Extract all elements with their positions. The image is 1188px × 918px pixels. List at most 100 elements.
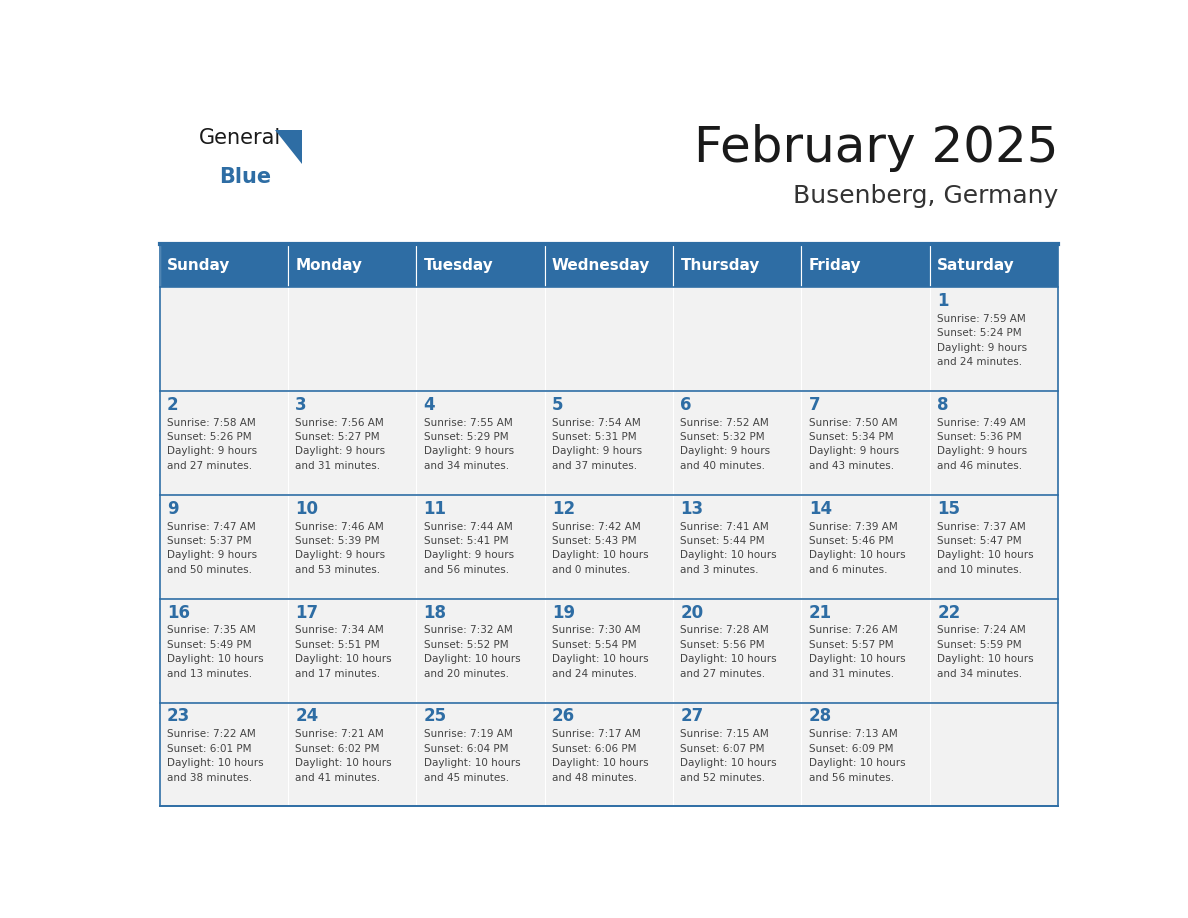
Bar (674, 244, 802, 286)
Bar (416, 599, 544, 702)
Text: 8: 8 (937, 396, 949, 414)
Bar (287, 286, 416, 391)
Text: 27: 27 (681, 708, 703, 725)
Text: Sunrise: 7:44 AM
Sunset: 5:41 PM
Daylight: 9 hours
and 56 minutes.: Sunrise: 7:44 AM Sunset: 5:41 PM Dayligh… (424, 521, 513, 575)
Bar (802, 244, 930, 286)
Text: Sunrise: 7:41 AM
Sunset: 5:44 PM
Daylight: 10 hours
and 3 minutes.: Sunrise: 7:41 AM Sunset: 5:44 PM Dayligh… (681, 521, 777, 575)
Text: Sunrise: 7:50 AM
Sunset: 5:34 PM
Daylight: 9 hours
and 43 minutes.: Sunrise: 7:50 AM Sunset: 5:34 PM Dayligh… (809, 418, 899, 471)
Bar (544, 599, 674, 702)
Text: Sunrise: 7:21 AM
Sunset: 6:02 PM
Daylight: 10 hours
and 41 minutes.: Sunrise: 7:21 AM Sunset: 6:02 PM Dayligh… (296, 730, 392, 782)
Text: Sunrise: 7:28 AM
Sunset: 5:56 PM
Daylight: 10 hours
and 27 minutes.: Sunrise: 7:28 AM Sunset: 5:56 PM Dayligh… (681, 625, 777, 678)
Bar (802, 599, 930, 702)
Text: Sunrise: 7:56 AM
Sunset: 5:27 PM
Daylight: 9 hours
and 31 minutes.: Sunrise: 7:56 AM Sunset: 5:27 PM Dayligh… (296, 418, 385, 471)
Bar (544, 391, 674, 495)
Text: 23: 23 (166, 708, 190, 725)
Text: 9: 9 (166, 499, 178, 518)
Text: Sunrise: 7:42 AM
Sunset: 5:43 PM
Daylight: 10 hours
and 0 minutes.: Sunrise: 7:42 AM Sunset: 5:43 PM Dayligh… (552, 521, 649, 575)
Bar (159, 599, 287, 702)
Bar (544, 702, 674, 806)
Text: Thursday: Thursday (681, 258, 760, 274)
Text: Sunday: Sunday (166, 258, 230, 274)
Bar (287, 702, 416, 806)
Bar (416, 286, 544, 391)
Text: Blue: Blue (220, 167, 272, 186)
Text: 18: 18 (424, 603, 447, 621)
Text: 1: 1 (937, 292, 949, 309)
Bar (802, 286, 930, 391)
Text: Sunrise: 7:49 AM
Sunset: 5:36 PM
Daylight: 9 hours
and 46 minutes.: Sunrise: 7:49 AM Sunset: 5:36 PM Dayligh… (937, 418, 1028, 471)
Text: Sunrise: 7:47 AM
Sunset: 5:37 PM
Daylight: 9 hours
and 50 minutes.: Sunrise: 7:47 AM Sunset: 5:37 PM Dayligh… (166, 521, 257, 575)
Text: Sunrise: 7:55 AM
Sunset: 5:29 PM
Daylight: 9 hours
and 34 minutes.: Sunrise: 7:55 AM Sunset: 5:29 PM Dayligh… (424, 418, 513, 471)
Bar (674, 391, 802, 495)
Text: Sunrise: 7:34 AM
Sunset: 5:51 PM
Daylight: 10 hours
and 17 minutes.: Sunrise: 7:34 AM Sunset: 5:51 PM Dayligh… (296, 625, 392, 678)
Text: 3: 3 (296, 396, 307, 414)
Bar (544, 244, 674, 286)
Text: 12: 12 (552, 499, 575, 518)
Text: 13: 13 (681, 499, 703, 518)
Text: Friday: Friday (809, 258, 861, 274)
Text: 19: 19 (552, 603, 575, 621)
Text: Sunrise: 7:37 AM
Sunset: 5:47 PM
Daylight: 10 hours
and 10 minutes.: Sunrise: 7:37 AM Sunset: 5:47 PM Dayligh… (937, 521, 1034, 575)
Text: Sunrise: 7:24 AM
Sunset: 5:59 PM
Daylight: 10 hours
and 34 minutes.: Sunrise: 7:24 AM Sunset: 5:59 PM Dayligh… (937, 625, 1034, 678)
Bar (930, 599, 1059, 702)
Text: 28: 28 (809, 708, 832, 725)
Text: Sunrise: 7:46 AM
Sunset: 5:39 PM
Daylight: 9 hours
and 53 minutes.: Sunrise: 7:46 AM Sunset: 5:39 PM Dayligh… (296, 521, 385, 575)
Text: Sunrise: 7:35 AM
Sunset: 5:49 PM
Daylight: 10 hours
and 13 minutes.: Sunrise: 7:35 AM Sunset: 5:49 PM Dayligh… (166, 625, 264, 678)
Text: Sunrise: 7:32 AM
Sunset: 5:52 PM
Daylight: 10 hours
and 20 minutes.: Sunrise: 7:32 AM Sunset: 5:52 PM Dayligh… (424, 625, 520, 678)
Text: Sunrise: 7:58 AM
Sunset: 5:26 PM
Daylight: 9 hours
and 27 minutes.: Sunrise: 7:58 AM Sunset: 5:26 PM Dayligh… (166, 418, 257, 471)
Text: 5: 5 (552, 396, 563, 414)
Text: Sunrise: 7:17 AM
Sunset: 6:06 PM
Daylight: 10 hours
and 48 minutes.: Sunrise: 7:17 AM Sunset: 6:06 PM Dayligh… (552, 730, 649, 782)
Text: 10: 10 (296, 499, 318, 518)
Bar (159, 244, 287, 286)
Bar (287, 495, 416, 599)
Text: Tuesday: Tuesday (424, 258, 493, 274)
Text: 2: 2 (166, 396, 178, 414)
Text: 15: 15 (937, 499, 960, 518)
Text: February 2025: February 2025 (694, 124, 1059, 173)
Text: 22: 22 (937, 603, 960, 621)
Bar (159, 286, 287, 391)
Text: Sunrise: 7:19 AM
Sunset: 6:04 PM
Daylight: 10 hours
and 45 minutes.: Sunrise: 7:19 AM Sunset: 6:04 PM Dayligh… (424, 730, 520, 782)
Text: 26: 26 (552, 708, 575, 725)
Bar (416, 391, 544, 495)
Text: 21: 21 (809, 603, 832, 621)
Bar (287, 599, 416, 702)
Text: Wednesday: Wednesday (552, 258, 650, 274)
Text: 6: 6 (681, 396, 691, 414)
Text: Sunrise: 7:59 AM
Sunset: 5:24 PM
Daylight: 9 hours
and 24 minutes.: Sunrise: 7:59 AM Sunset: 5:24 PM Dayligh… (937, 314, 1028, 367)
Bar (802, 702, 930, 806)
Bar (930, 286, 1059, 391)
Bar (544, 286, 674, 391)
Text: Monday: Monday (296, 258, 362, 274)
Bar (930, 391, 1059, 495)
Text: Sunrise: 7:26 AM
Sunset: 5:57 PM
Daylight: 10 hours
and 31 minutes.: Sunrise: 7:26 AM Sunset: 5:57 PM Dayligh… (809, 625, 905, 678)
Text: 25: 25 (424, 708, 447, 725)
Polygon shape (274, 130, 302, 164)
Text: Busenberg, Germany: Busenberg, Germany (792, 185, 1059, 208)
Bar (674, 286, 802, 391)
Text: 7: 7 (809, 396, 821, 414)
Bar (802, 391, 930, 495)
Text: Sunrise: 7:54 AM
Sunset: 5:31 PM
Daylight: 9 hours
and 37 minutes.: Sunrise: 7:54 AM Sunset: 5:31 PM Dayligh… (552, 418, 643, 471)
Bar (416, 244, 544, 286)
Bar (674, 702, 802, 806)
Bar (287, 244, 416, 286)
Bar (802, 495, 930, 599)
Text: Sunrise: 7:52 AM
Sunset: 5:32 PM
Daylight: 9 hours
and 40 minutes.: Sunrise: 7:52 AM Sunset: 5:32 PM Dayligh… (681, 418, 771, 471)
Bar (674, 495, 802, 599)
Text: 4: 4 (424, 396, 435, 414)
Text: 24: 24 (296, 708, 318, 725)
Bar (416, 495, 544, 599)
Bar (930, 702, 1059, 806)
Text: 17: 17 (296, 603, 318, 621)
Bar (674, 599, 802, 702)
Text: 14: 14 (809, 499, 832, 518)
Bar (159, 391, 287, 495)
Text: Saturday: Saturday (937, 258, 1015, 274)
Text: Sunrise: 7:13 AM
Sunset: 6:09 PM
Daylight: 10 hours
and 56 minutes.: Sunrise: 7:13 AM Sunset: 6:09 PM Dayligh… (809, 730, 905, 782)
Bar (159, 702, 287, 806)
Text: Sunrise: 7:15 AM
Sunset: 6:07 PM
Daylight: 10 hours
and 52 minutes.: Sunrise: 7:15 AM Sunset: 6:07 PM Dayligh… (681, 730, 777, 782)
Text: Sunrise: 7:30 AM
Sunset: 5:54 PM
Daylight: 10 hours
and 24 minutes.: Sunrise: 7:30 AM Sunset: 5:54 PM Dayligh… (552, 625, 649, 678)
Bar (416, 702, 544, 806)
Bar (930, 495, 1059, 599)
